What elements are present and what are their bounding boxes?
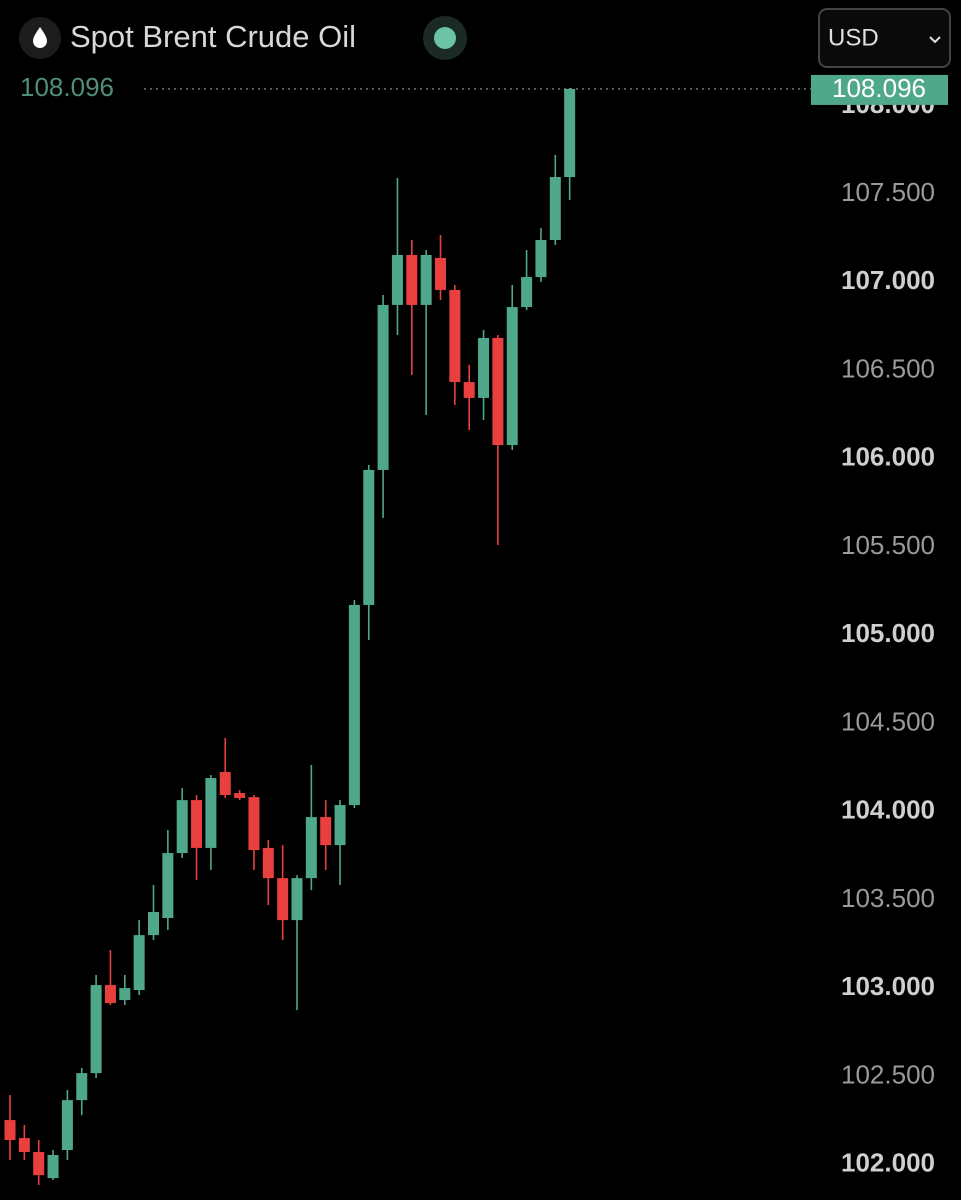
y-tick-label: 106.500 <box>841 353 935 383</box>
last-price-bg <box>0 77 140 100</box>
candle-body <box>348 604 360 806</box>
candle-body <box>377 304 389 470</box>
candle-body <box>4 1120 16 1140</box>
candle-body <box>549 177 561 240</box>
candle-body <box>521 277 533 308</box>
candle-body <box>492 337 504 446</box>
candle-body <box>262 847 274 879</box>
status-dot <box>434 27 456 49</box>
candle-body <box>219 772 231 795</box>
candle-body <box>133 935 145 990</box>
y-tick-label: 105.500 <box>841 530 935 560</box>
candle-body <box>320 817 332 846</box>
candle-body <box>449 289 461 383</box>
y-tick-label: 103.500 <box>841 883 935 913</box>
candle-body <box>176 800 188 854</box>
candle-body <box>104 985 116 1004</box>
candle-body <box>205 778 217 848</box>
candle-body <box>162 853 174 918</box>
candle-body <box>334 805 346 846</box>
y-tick-label: 102.500 <box>841 1059 935 1089</box>
candle-body <box>18 1138 30 1152</box>
candle-body <box>564 88 576 177</box>
candle-body <box>506 307 518 446</box>
candle-body <box>76 1073 88 1101</box>
currency-select[interactable] <box>818 8 951 68</box>
last-price-left: 108.096 <box>20 72 114 102</box>
candle-body <box>90 985 102 1074</box>
last-price-tag-label: 108.096 <box>832 73 926 103</box>
candle-body <box>535 240 547 278</box>
candle-body <box>119 988 131 1001</box>
candle-body <box>277 878 289 921</box>
y-tick-label: 103.000 <box>841 971 935 1001</box>
candle-body <box>234 793 246 798</box>
candle-body <box>305 817 317 879</box>
candle-body <box>363 469 375 605</box>
last-price: 108.096 108.096 <box>0 72 948 105</box>
candle-body <box>420 255 432 305</box>
header: Spot Brent Crude Oil USD <box>19 8 951 68</box>
drop-icon <box>33 27 47 48</box>
y-tick-label: 104.000 <box>841 795 935 825</box>
chart-title: Spot Brent Crude Oil <box>70 19 356 54</box>
candle-body <box>406 255 418 305</box>
candle-body <box>47 1155 59 1179</box>
currency-label[interactable]: USD <box>828 24 879 51</box>
candle-body <box>33 1152 45 1176</box>
candle-body <box>148 912 159 936</box>
y-tick-label: 104.500 <box>841 706 935 736</box>
candle-body <box>478 337 490 398</box>
y-tick-label: 106.000 <box>841 442 935 472</box>
y-tick-label: 102.000 <box>841 1148 935 1178</box>
candle-body <box>291 878 303 921</box>
chevron[interactable] <box>929 36 941 44</box>
plot-area <box>4 88 576 1185</box>
candle-body <box>435 258 446 290</box>
candle-body <box>191 800 203 848</box>
candle-body <box>463 382 475 398</box>
y-tick-label: 107.500 <box>841 177 935 207</box>
candle-body <box>391 255 403 305</box>
last-price-tag <box>811 74 948 105</box>
y-tick-label: 107.000 <box>841 265 935 295</box>
candle-body <box>61 1100 73 1151</box>
y-tick-label: 105.000 <box>841 618 935 648</box>
price-axis: 102.000 102.500 103.000 103.500 104.000 104.5… <box>841 89 961 1178</box>
candle-body <box>248 797 260 851</box>
